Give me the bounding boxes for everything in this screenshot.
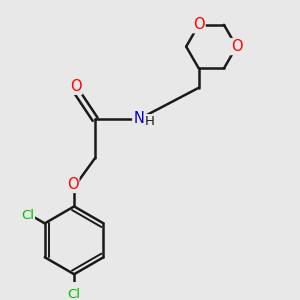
Text: O: O bbox=[67, 177, 78, 192]
Text: Cl: Cl bbox=[21, 209, 34, 222]
Text: N: N bbox=[133, 111, 144, 126]
Text: O: O bbox=[193, 17, 205, 32]
Text: H: H bbox=[145, 115, 155, 128]
Text: O: O bbox=[70, 79, 82, 94]
Text: Cl: Cl bbox=[68, 288, 81, 300]
Text: O: O bbox=[231, 39, 242, 54]
